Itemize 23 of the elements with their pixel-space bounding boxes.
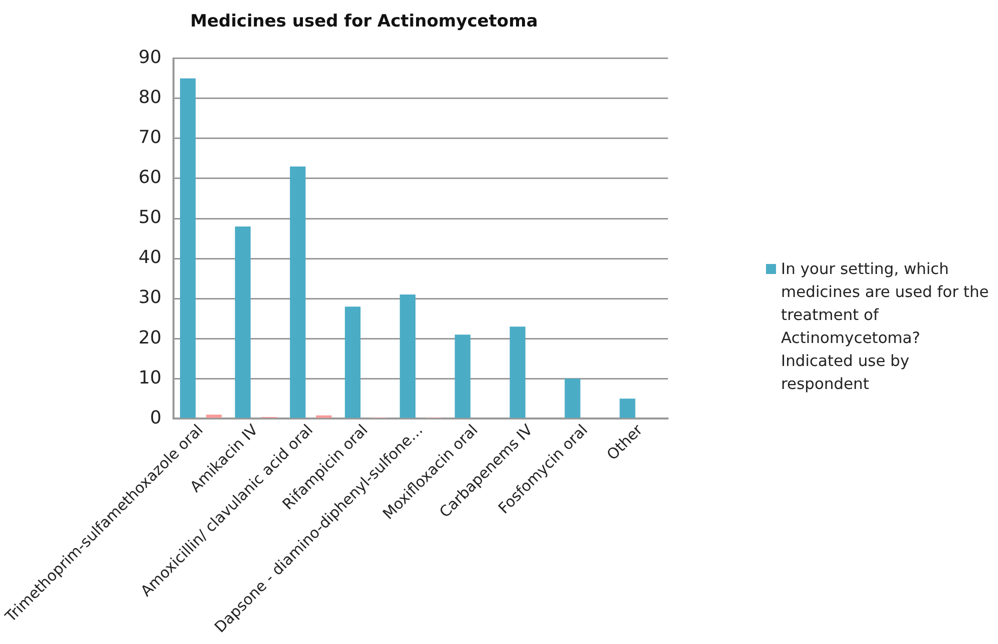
bar bbox=[510, 326, 526, 418]
bar bbox=[620, 398, 636, 418]
bar bbox=[316, 415, 332, 418]
bar bbox=[344, 306, 361, 418]
y-tick-label: 50 bbox=[138, 207, 162, 228]
chart-title: Medicines used for Actinomycetoma bbox=[190, 12, 538, 32]
bar bbox=[234, 226, 251, 418]
bar bbox=[180, 78, 196, 418]
y-tick-label: 0 bbox=[150, 407, 162, 428]
bar bbox=[564, 378, 580, 418]
y-tick-label: 10 bbox=[138, 367, 162, 388]
bar bbox=[454, 334, 470, 418]
y-tick-label: 60 bbox=[138, 167, 162, 188]
y-tick-label: 30 bbox=[138, 287, 162, 308]
y-tick-label: 80 bbox=[138, 87, 162, 108]
bar bbox=[290, 166, 306, 418]
y-tick-label: 90 bbox=[138, 47, 162, 68]
legend-label: In your setting, which medicines are used for the treatment of Actinomycetoma? Indicated use by respondent bbox=[781, 259, 990, 395]
bar bbox=[400, 294, 416, 418]
y-tick-label: 70 bbox=[138, 127, 162, 148]
y-tick-label: 20 bbox=[138, 327, 162, 348]
bar bbox=[206, 414, 222, 418]
y-tick-label: 40 bbox=[138, 247, 162, 268]
